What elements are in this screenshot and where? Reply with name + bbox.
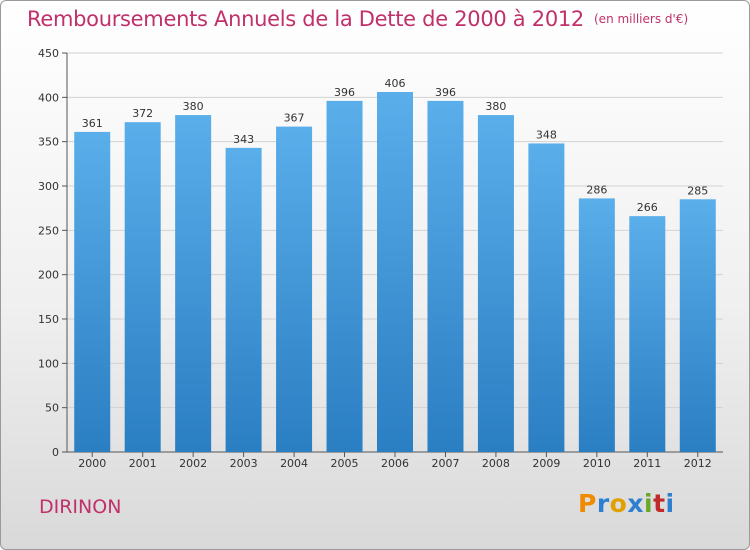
x-tick-label: 2009 [532, 457, 560, 470]
bar-2004 [276, 126, 313, 453]
x-tick-label: 2001 [129, 457, 157, 470]
bar-2006 [377, 92, 413, 452]
y-tick-label: 100 [38, 357, 59, 370]
y-tick-label: 0 [52, 446, 59, 459]
data-label-2009: 348 [536, 128, 557, 141]
proxiti-logo[interactable]: Proxiti [578, 489, 675, 518]
commune-name: DIRINON [39, 496, 122, 518]
x-tick-label: 2008 [482, 457, 510, 470]
data-label-2006: 406 [385, 77, 406, 90]
x-tick-label: 2011 [633, 457, 661, 470]
y-tick-label: 200 [38, 269, 59, 282]
y-tick-label: 150 [38, 313, 59, 326]
x-tick-label: 2010 [583, 457, 611, 470]
data-label-2001: 372 [132, 107, 153, 120]
y-tick-label: 350 [38, 136, 59, 149]
bar-2001 [124, 122, 161, 452]
bar-2000 [74, 131, 111, 452]
x-tick-label: 2000 [78, 457, 106, 470]
bar-2009 [528, 143, 565, 452]
bars [74, 92, 716, 453]
data-label-2012: 285 [687, 184, 708, 197]
bar-2003 [225, 147, 262, 452]
data-label-2005: 396 [334, 86, 355, 99]
y-tick-label: 250 [38, 224, 59, 237]
x-tick-label: 2012 [684, 457, 712, 470]
data-label-2000: 361 [82, 117, 103, 130]
x-tick-label: 2003 [230, 457, 258, 470]
y-tick-label: 400 [38, 91, 59, 104]
chart-title: Remboursements Annuels de la Dette de 20… [27, 7, 688, 31]
labels: 0 50 100 150 200 250 300 350 400 450 361 2000 372 200… [38, 47, 712, 470]
chart-title-text: Remboursements Annuels de la Dette de 20… [27, 7, 584, 31]
y-tick-label: 50 [45, 402, 59, 415]
logo-letter: x [627, 489, 644, 518]
data-label-2008: 380 [485, 100, 506, 113]
chart-unit: (en milliers d'€) [594, 12, 689, 26]
bar-2010 [578, 198, 615, 452]
y-tick-label: 450 [38, 47, 59, 60]
x-tick-label: 2007 [431, 457, 459, 470]
data-label-2007: 396 [435, 86, 456, 99]
logo-letter: P [578, 489, 597, 518]
bar-2008 [477, 115, 514, 453]
x-tick-label: 2006 [381, 457, 409, 470]
logo-letter: r [596, 489, 610, 518]
x-tick-label: 2005 [331, 457, 359, 470]
bar-2007 [427, 100, 464, 452]
x-tick-label: 2004 [280, 457, 308, 470]
logo-letter: o [609, 489, 628, 518]
bar-2005 [326, 100, 363, 452]
data-label-2010: 286 [586, 183, 607, 196]
bar-2011 [629, 216, 666, 452]
bar-2002 [175, 115, 212, 453]
logo-letter: i [644, 489, 654, 518]
logo-letter: t [653, 489, 666, 518]
data-label-2011: 266 [637, 201, 658, 214]
logo-letter: i [665, 489, 675, 518]
data-label-2002: 380 [183, 100, 204, 113]
y-tick-label: 300 [38, 180, 59, 193]
x-tick-label: 2002 [179, 457, 207, 470]
data-label-2003: 343 [233, 133, 254, 146]
bar-2012 [679, 199, 716, 452]
data-label-2004: 367 [284, 112, 305, 125]
